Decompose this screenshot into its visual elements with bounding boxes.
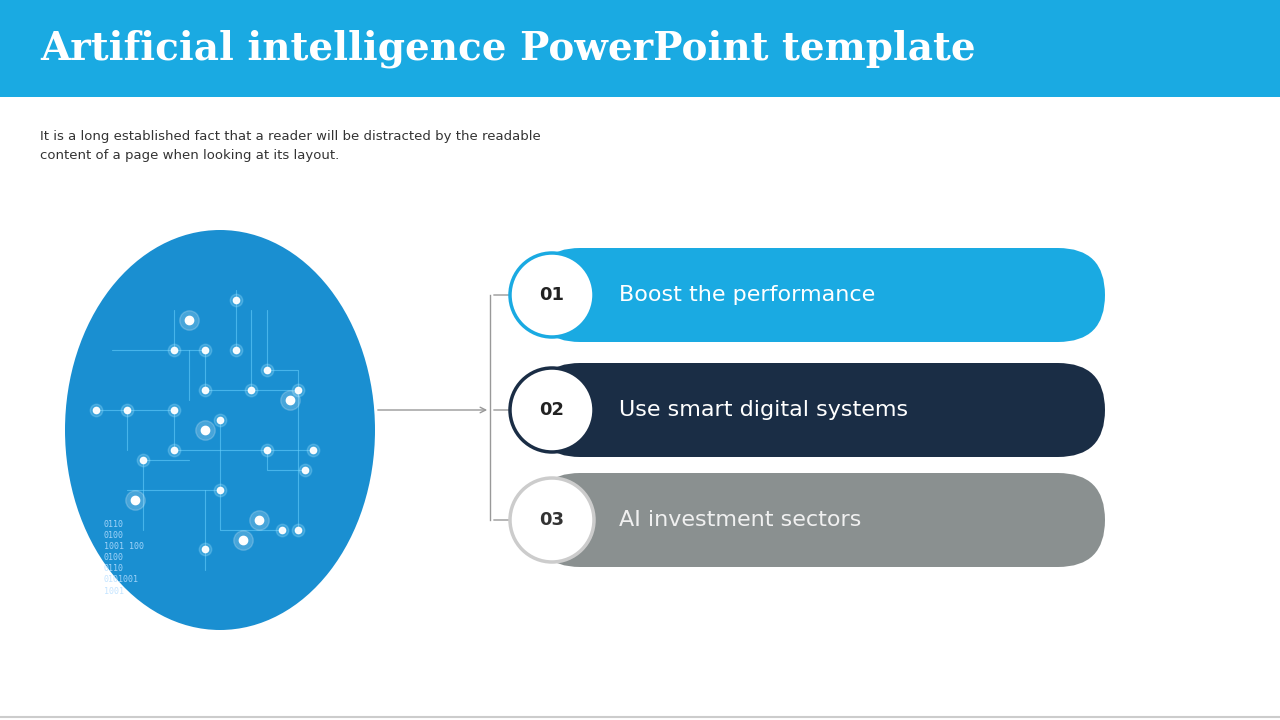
Circle shape xyxy=(509,368,594,452)
Circle shape xyxy=(509,478,594,562)
Text: Artificial intelligence PowerPoint template: Artificial intelligence PowerPoint templ… xyxy=(40,30,975,68)
Text: AI investment sectors: AI investment sectors xyxy=(620,510,861,530)
FancyBboxPatch shape xyxy=(532,363,1105,457)
Circle shape xyxy=(509,253,594,337)
FancyBboxPatch shape xyxy=(532,248,1105,342)
FancyBboxPatch shape xyxy=(0,0,1280,97)
FancyBboxPatch shape xyxy=(532,473,1105,567)
Text: 01: 01 xyxy=(539,286,564,304)
Text: 02: 02 xyxy=(539,401,564,419)
Text: It is a long established fact that a reader will be distracted by the readable
c: It is a long established fact that a rea… xyxy=(40,130,540,162)
Text: Use smart digital systems: Use smart digital systems xyxy=(620,400,909,420)
Ellipse shape xyxy=(65,230,375,630)
Text: Boost the performance: Boost the performance xyxy=(620,285,876,305)
Text: 0110
0100
1001 100
0100
0110
0101001
1001: 0110 0100 1001 100 0100 0110 0101001 100… xyxy=(104,520,143,595)
Text: 03: 03 xyxy=(539,511,564,529)
